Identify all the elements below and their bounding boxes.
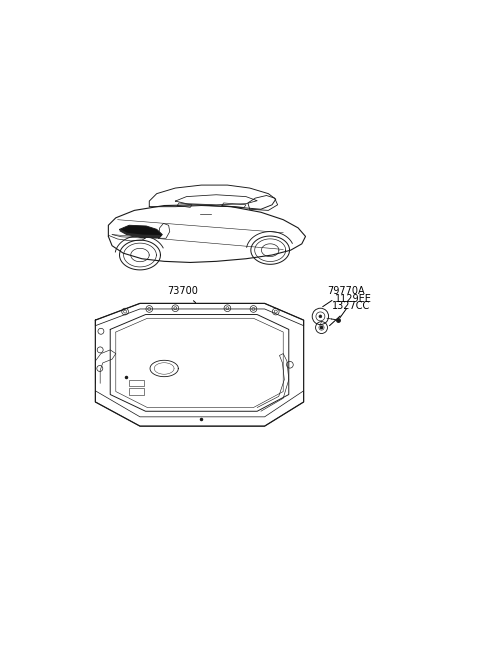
Polygon shape (120, 230, 160, 237)
Bar (129, 380, 144, 386)
Bar (129, 388, 144, 394)
Text: 73700: 73700 (168, 286, 198, 302)
Circle shape (319, 315, 322, 318)
Text: 1327CC: 1327CC (330, 301, 370, 325)
Circle shape (321, 327, 323, 329)
Text: 1129EE: 1129EE (335, 293, 372, 318)
Text: 79770A: 79770A (323, 286, 365, 306)
Polygon shape (120, 225, 162, 237)
